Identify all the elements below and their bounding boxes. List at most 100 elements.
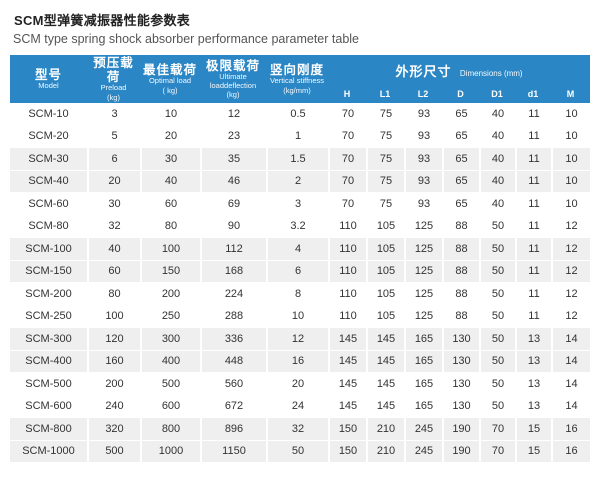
value-cell: 896 (200, 418, 266, 441)
col-header-optimal-zh: 最佳载荷 (142, 63, 197, 78)
value-cell: 240 (87, 395, 140, 418)
value-cell: 165 (404, 328, 442, 351)
value-cell: 11 (515, 283, 551, 306)
model-cell: SCM-800 (10, 418, 87, 441)
value-cell: 70 (328, 193, 366, 216)
value-cell: 145 (328, 395, 366, 418)
value-cell: 300 (140, 328, 200, 351)
value-cell: 93 (404, 193, 442, 216)
value-cell: 110 (328, 260, 366, 283)
model-cell: SCM-500 (10, 373, 87, 396)
table-row: SCM-200 80 200 224 8 110 105 125 88 50 11 12 (10, 283, 591, 306)
value-cell: 50 (266, 440, 328, 463)
value-cell: 11 (515, 260, 551, 283)
page-subtitle: SCM type spring shock absorber performan… (13, 32, 359, 46)
value-cell: 14 (551, 328, 591, 351)
table-row: SCM-400 160 400 448 16 145 145 165 130 50 13 14 (10, 350, 591, 373)
value-cell: 11 (515, 170, 551, 193)
value-cell: 165 (404, 373, 442, 396)
value-cell: 336 (200, 328, 266, 351)
col-header-optimal-load: 最佳载荷 Optimal load ( kg) (140, 55, 200, 103)
value-cell: 75 (366, 193, 404, 216)
value-cell: 13 (515, 395, 551, 418)
value-cell: 105 (366, 260, 404, 283)
value-cell: 46 (200, 170, 266, 193)
value-cell: 40 (479, 193, 515, 216)
value-cell: 93 (404, 148, 442, 171)
dimensions-en: Dimensions (mm) (459, 68, 523, 78)
value-cell: 145 (366, 373, 404, 396)
value-cell: 11 (515, 238, 551, 261)
page-title: SCM型弹簧减振器性能参数表 (14, 13, 191, 28)
value-cell: 130 (442, 328, 479, 351)
col-header-d1: d1 (515, 88, 551, 103)
value-cell: 80 (140, 215, 200, 238)
model-cell: SCM-60 (10, 193, 87, 216)
col-header-stiffness-en: Vertical stiffness (269, 76, 325, 86)
value-cell: 15 (515, 440, 551, 463)
value-cell: 88 (442, 283, 479, 306)
value-cell: 11 (515, 125, 551, 148)
value-cell: 11 (515, 148, 551, 171)
value-cell: 3 (87, 103, 140, 126)
value-cell: 10 (551, 125, 591, 148)
table-header: 型号 Model 预压载荷 Preload (kg) 最佳载荷 Optimal … (10, 55, 591, 103)
value-cell: 88 (442, 260, 479, 283)
value-cell: 14 (551, 373, 591, 396)
col-header-preload: 预压载荷 Preload (kg) (87, 55, 140, 103)
model-cell: SCM-80 (10, 215, 87, 238)
table-row: SCM-30 6 30 35 1.5 70 75 93 65 40 11 10 (10, 148, 591, 171)
value-cell: 110 (328, 283, 366, 306)
value-cell: 70 (479, 418, 515, 441)
value-cell: 125 (404, 215, 442, 238)
value-cell: 13 (515, 328, 551, 351)
model-cell: SCM-300 (10, 328, 87, 351)
value-cell: 4 (266, 238, 328, 261)
col-header-ultimate-load: 极限载荷 Ultimate loaddeflection (kg) (200, 55, 266, 103)
value-cell: 50 (479, 215, 515, 238)
value-cell: 168 (200, 260, 266, 283)
col-header-preload-en: Preload (100, 83, 127, 93)
value-cell: 13 (515, 373, 551, 396)
value-cell: 320 (87, 418, 140, 441)
value-cell: 160 (87, 350, 140, 373)
col-header-optimal-en: Optimal load (148, 76, 192, 86)
value-cell: 120 (87, 328, 140, 351)
value-cell: 6 (87, 148, 140, 171)
value-cell: 130 (442, 395, 479, 418)
value-cell: 14 (551, 350, 591, 373)
value-cell: 105 (366, 215, 404, 238)
value-cell: 110 (328, 238, 366, 261)
value-cell: 93 (404, 125, 442, 148)
value-cell: 145 (366, 350, 404, 373)
value-cell: 40 (87, 238, 140, 261)
value-cell: 200 (140, 283, 200, 306)
value-cell: 24 (266, 395, 328, 418)
col-header-D1: D1 (479, 88, 515, 103)
table-row: SCM-1000 500 1000 1150 50 150 210 245 190 70 15 16 (10, 440, 591, 463)
value-cell: 10 (551, 193, 591, 216)
value-cell: 190 (442, 418, 479, 441)
value-cell: 69 (200, 193, 266, 216)
table-row: SCM-800 320 800 896 32 150 210 245 190 70 15 16 (10, 418, 591, 441)
value-cell: 145 (366, 395, 404, 418)
value-cell: 93 (404, 103, 442, 126)
value-cell: 75 (366, 125, 404, 148)
table-body: SCM-10 3 10 12 0.5 70 75 93 65 40 11 10 SCM-20 5 20 23 1… (10, 103, 591, 463)
value-cell: 20 (140, 125, 200, 148)
value-cell: 150 (328, 418, 366, 441)
value-cell: 6 (266, 260, 328, 283)
value-cell: 150 (328, 440, 366, 463)
value-cell: 10 (551, 148, 591, 171)
value-cell: 8 (266, 283, 328, 306)
value-cell: 12 (200, 103, 266, 126)
page: SCM型弹簧减振器性能参数表 SCM type spring shock abs… (0, 10, 600, 488)
value-cell: 130 (442, 373, 479, 396)
value-cell: 20 (87, 170, 140, 193)
value-cell: 3.2 (266, 215, 328, 238)
table-row: SCM-300 120 300 336 12 145 145 165 130 50 13 14 (10, 328, 591, 351)
table-row: SCM-100 40 100 112 4 110 105 125 88 50 11 12 (10, 238, 591, 261)
value-cell: 23 (200, 125, 266, 148)
model-cell: SCM-200 (10, 283, 87, 306)
value-cell: 50 (479, 260, 515, 283)
